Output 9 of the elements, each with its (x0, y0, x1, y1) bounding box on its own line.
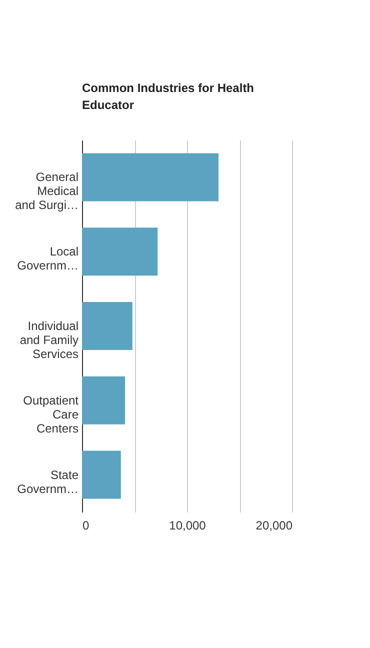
y-tick-label: Local Governm… (17, 244, 78, 273)
x-tick-label: 0 (82, 518, 90, 532)
x-tick-label: 10,000 (169, 518, 206, 532)
x-tick-label: 20,000 (256, 518, 293, 532)
chart-title: Common Industries for Health Educator (82, 81, 254, 112)
y-tick-label: Outpatient Care Centers (23, 393, 80, 436)
y-tick-label: State Governm… (17, 468, 79, 496)
y-tick-label: General Medical and Surgi… (15, 170, 78, 212)
y-tick-label: Individual and Family Services (20, 319, 78, 361)
